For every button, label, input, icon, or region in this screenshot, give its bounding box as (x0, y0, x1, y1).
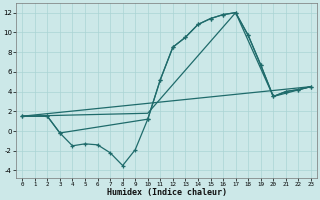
X-axis label: Humidex (Indice chaleur): Humidex (Indice chaleur) (107, 188, 227, 197)
